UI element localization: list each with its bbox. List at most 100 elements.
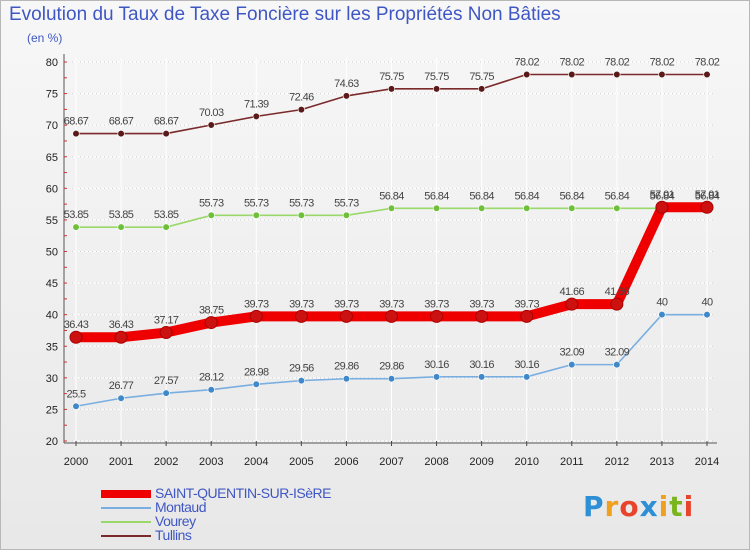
- data-label-saint-quentin-sur-is-re-2004: 39.73: [244, 298, 269, 310]
- point-vourey-2002: [162, 223, 170, 231]
- point-tullins-2010: [523, 70, 531, 79]
- x-tick-2008: 2008: [424, 456, 448, 468]
- data-label-saint-quentin-sur-is-re-2014: 57.01: [695, 189, 720, 201]
- point-saint-quentin-sur-is-re-2008: [430, 309, 444, 323]
- legend-label-vourey: Vourey: [155, 513, 196, 529]
- point-tullins-2004: [252, 112, 260, 120]
- point-montaud-2012: [613, 361, 621, 369]
- y-tick-80: 80: [46, 57, 58, 69]
- data-label-vourey-2012: 56.84: [605, 190, 630, 202]
- x-tick-2004: 2004: [244, 456, 268, 468]
- data-label-vourey-2009: 56.84: [469, 190, 494, 202]
- point-montaud-2009: [478, 373, 486, 381]
- chart-title: Evolution du Taux de Taxe Foncière sur l…: [9, 4, 561, 25]
- data-label-saint-quentin-sur-is-re-2000: 36.43: [64, 319, 89, 331]
- point-saint-quentin-sur-is-re-2000: [69, 330, 83, 344]
- data-label-saint-quentin-sur-is-re-2001: 36.43: [109, 319, 134, 331]
- point-tullins-2001: [117, 129, 125, 138]
- data-label-vourey-2001: 53.85: [109, 209, 134, 221]
- data-label-montaud-2011: 32.09: [560, 347, 585, 359]
- data-label-vourey-2004: 55.73: [244, 197, 269, 209]
- y-tick-75: 75: [46, 89, 58, 101]
- x-tick-2011: 2011: [560, 456, 584, 468]
- point-tullins-2005: [297, 106, 305, 114]
- data-label-tullins-2013: 78.02: [650, 57, 675, 69]
- data-label-tullins-2002: 68.67: [154, 116, 179, 128]
- data-label-montaud-2003: 28.12: [199, 372, 224, 384]
- point-tullins-2006: [342, 92, 351, 100]
- point-saint-quentin-sur-is-re-2013: [655, 200, 669, 214]
- x-tick-2013: 2013: [650, 456, 674, 468]
- point-tullins-2009: [478, 85, 486, 93]
- data-label-vourey-2000: 53.85: [64, 209, 89, 221]
- point-tullins-2003: [207, 121, 215, 129]
- data-label-montaud-2013: 40: [656, 297, 668, 309]
- logo-letter: i: [658, 490, 670, 523]
- point-saint-quentin-sur-is-re-2002: [159, 326, 173, 340]
- y-tick-40: 40: [46, 310, 58, 322]
- point-montaud-2000: [72, 402, 80, 410]
- x-tick-2007: 2007: [379, 456, 403, 468]
- data-label-saint-quentin-sur-is-re-2003: 38.75: [199, 305, 224, 317]
- y-tick-35: 35: [46, 341, 58, 353]
- point-tullins-2012: [613, 70, 621, 79]
- data-label-tullins-2004: 71.39: [244, 98, 269, 110]
- series-group: [69, 70, 714, 410]
- x-tick-2005: 2005: [289, 456, 313, 468]
- x-tick-2009: 2009: [469, 456, 493, 468]
- point-tullins-2013: [658, 70, 666, 79]
- point-vourey-2012: [613, 204, 621, 212]
- data-label-vourey-2002: 53.85: [154, 209, 179, 221]
- point-saint-quentin-sur-is-re-2003: [204, 316, 218, 330]
- data-label-tullins-2006: 74.63: [334, 78, 359, 90]
- point-montaud-2014: [703, 311, 711, 319]
- point-saint-quentin-sur-is-re-2004: [249, 309, 263, 323]
- data-label-montaud-2014: 40: [701, 297, 713, 309]
- logo-letter: i: [683, 490, 695, 523]
- data-label-vourey-2013: 56.84: [650, 190, 675, 202]
- data-label-tullins-2014: 78.02: [695, 57, 720, 69]
- point-saint-quentin-sur-is-re-2007: [385, 309, 398, 323]
- data-label-tullins-2011: 78.02: [560, 57, 585, 69]
- x-tick-2010: 2010: [514, 456, 538, 468]
- point-vourey-2000: [72, 223, 80, 231]
- point-vourey-2001: [117, 223, 125, 231]
- y-tick-50: 50: [46, 247, 58, 259]
- grid-lines: [72, 58, 713, 442]
- data-label-saint-quentin-sur-is-re-2006: 39.73: [334, 298, 359, 310]
- y-tick-65: 65: [46, 152, 58, 164]
- data-label-saint-quentin-sur-is-re-2011: 41.66: [560, 286, 585, 298]
- legend-swatch-saint-quentin: [101, 490, 151, 498]
- point-montaud-2007: [387, 375, 396, 383]
- point-saint-quentin-sur-is-re-2005: [294, 309, 308, 323]
- data-label-vourey-2006: 55.73: [334, 197, 359, 209]
- point-vourey-2007: [387, 204, 396, 212]
- y-tick-25: 25: [46, 404, 58, 416]
- data-label-saint-quentin-sur-is-re-2007: 39.73: [379, 298, 404, 310]
- data-label-tullins-2003: 70.03: [199, 107, 224, 119]
- data-label-montaud-2005: 29.56: [289, 363, 314, 375]
- point-montaud-2013: [658, 311, 666, 319]
- data-label-montaud-2012: 32.09: [605, 347, 630, 359]
- point-tullins-2008: [432, 85, 441, 93]
- point-saint-quentin-sur-is-re-2006: [339, 309, 353, 323]
- data-label-vourey-2010: 56.84: [514, 190, 539, 202]
- data-label-saint-quentin-sur-is-re-2012: 41.66: [605, 286, 630, 298]
- data-label-tullins-2007: 75.75: [379, 71, 404, 83]
- unit-label: (en %): [27, 31, 63, 45]
- legend-label-montaud: Montaud: [155, 499, 206, 515]
- point-vourey-2006: [342, 211, 351, 219]
- legend-swatch-vourey: [101, 521, 151, 523]
- point-saint-quentin-sur-is-re-2001: [114, 330, 128, 344]
- data-label-montaud-2004: 28.98: [244, 366, 269, 378]
- data-label-montaud-2007: 29.86: [379, 361, 404, 373]
- y-tick-30: 30: [46, 373, 58, 385]
- x-tick-2014: 2014: [695, 456, 719, 468]
- point-vourey-2005: [297, 211, 305, 219]
- data-label-vourey-2007: 56.84: [379, 190, 404, 202]
- point-tullins-2002: [162, 129, 170, 138]
- legend-label-saint-quentin: SAINT-QUENTIN-SUR-ISèRE: [155, 485, 331, 501]
- data-label-tullins-2009: 75.75: [469, 71, 494, 83]
